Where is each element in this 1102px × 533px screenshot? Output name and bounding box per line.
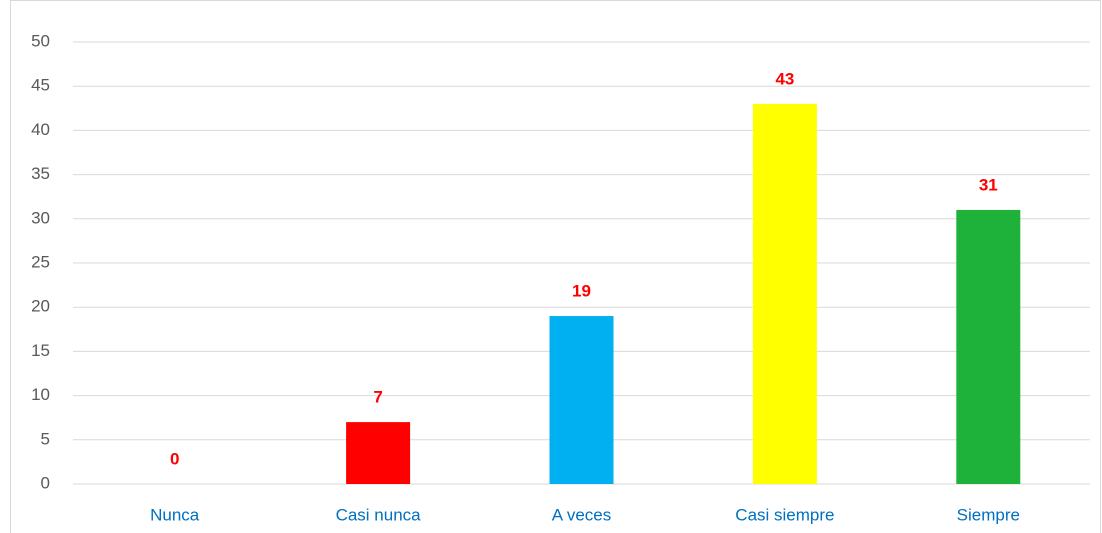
x-tick-label: Casi nunca xyxy=(336,505,422,524)
data-label: 0 xyxy=(170,449,179,468)
x-tick-label: Nunca xyxy=(150,505,200,524)
y-tick-label: 5 xyxy=(41,429,50,448)
y-tick-label: 25 xyxy=(31,252,50,271)
y-tick-label: 40 xyxy=(31,120,50,139)
y-tick-label: 20 xyxy=(31,297,50,316)
data-label: 19 xyxy=(572,282,591,301)
y-tick-label: 30 xyxy=(31,208,50,227)
y-tick-label: 35 xyxy=(31,164,50,183)
bar xyxy=(752,103,817,484)
bar xyxy=(549,316,614,484)
data-label: 43 xyxy=(775,69,794,88)
y-tick-label: 0 xyxy=(41,473,50,492)
y-tick-label: 10 xyxy=(31,385,50,404)
chart-frame xyxy=(10,0,1101,533)
y-tick-label: 45 xyxy=(31,76,50,95)
data-label: 31 xyxy=(979,175,998,194)
x-tick-label: A veces xyxy=(552,505,612,524)
bar xyxy=(956,209,1021,484)
x-tick-label: Siempre xyxy=(957,505,1020,524)
y-tick-label: 50 xyxy=(31,31,50,50)
y-tick-label: 15 xyxy=(31,341,50,360)
data-label: 7 xyxy=(373,388,382,407)
bar xyxy=(346,422,411,484)
x-tick-label: Casi siempre xyxy=(735,505,834,524)
